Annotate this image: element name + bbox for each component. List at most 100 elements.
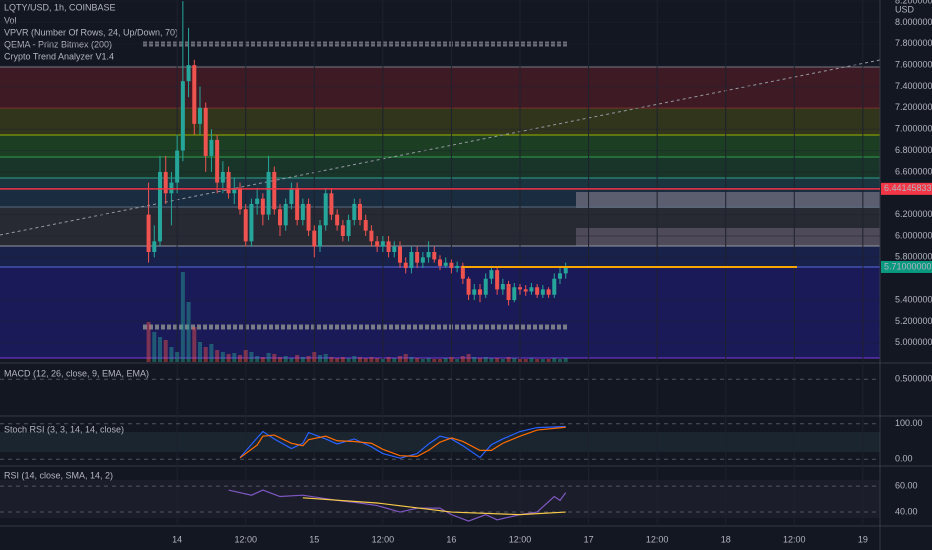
candle-body	[329, 193, 334, 215]
y-tick-label: 7.60000000	[895, 60, 932, 70]
candle-body	[460, 265, 465, 279]
volume-bar	[278, 357, 282, 362]
volume-bar	[255, 356, 260, 362]
candle-body	[352, 203, 357, 220]
y-tick-label: 5.20000000	[895, 316, 932, 326]
volume-bar	[226, 354, 231, 362]
candle-body	[226, 171, 231, 194]
volume-bar	[352, 356, 357, 362]
volume-bar	[175, 352, 180, 362]
candle-body	[432, 252, 437, 260]
volume-bar	[232, 353, 237, 362]
volume-bar	[198, 342, 202, 362]
volume-bar	[203, 347, 208, 362]
candle-body	[523, 289, 528, 292]
candle-body	[535, 287, 540, 295]
volume-bar	[552, 358, 557, 362]
y-tick-label: 5.80000000	[895, 252, 932, 262]
zone	[576, 228, 880, 246]
volume-bar	[152, 332, 157, 362]
volume-bar	[432, 359, 437, 362]
volume-bar	[449, 357, 454, 362]
volume-bar	[420, 359, 425, 362]
indicator-label: Stoch RSI (3, 3, 14, 14, close)	[4, 424, 124, 434]
x-tick-label: 12:00	[783, 534, 806, 544]
volume-bar	[335, 358, 340, 362]
indicator-line	[239, 425, 566, 459]
volume-bar	[403, 354, 408, 362]
candle-body	[266, 171, 271, 215]
volume-bar	[238, 355, 242, 362]
candle-body	[392, 246, 397, 253]
y-tick-label: 5.40000000	[895, 294, 932, 304]
candle-body	[272, 171, 277, 210]
volume-bar	[295, 355, 300, 362]
candle-body	[318, 225, 322, 247]
indicator-label: RSI (14, close, SMA, 14, 2)	[4, 470, 113, 480]
volume-bar	[318, 355, 322, 362]
axis-unit: USD	[895, 4, 915, 14]
candle-body	[483, 278, 488, 295]
y-tick-label: 7.40000000	[895, 81, 932, 91]
volume-bar	[500, 359, 505, 362]
candle-body	[415, 252, 420, 263]
volume-bar	[220, 352, 225, 362]
x-tick-label: 17	[584, 534, 594, 544]
candle-body	[295, 187, 300, 220]
candle-body	[146, 214, 151, 253]
volume-bar	[312, 352, 317, 362]
candle-body	[529, 287, 534, 292]
volume-bar	[489, 358, 494, 362]
x-tick-label: 12:00	[234, 534, 257, 544]
price-label: 6.44145833	[884, 183, 932, 193]
y-tick-label: 40.00	[895, 506, 918, 516]
chart-title: LQTY/USD, 1h, COINBASE	[4, 2, 116, 12]
candle-body	[283, 203, 288, 226]
indicator-label: MACD (12, 26, close, 9, EMA, EMA)	[4, 368, 149, 378]
volume-bar	[523, 359, 528, 362]
volume-bar	[340, 357, 345, 362]
price-label: 5.71000000	[884, 261, 932, 271]
candle-body	[346, 219, 351, 236]
volume-bar	[266, 353, 271, 362]
y-tick-label: 6.80000000	[895, 145, 932, 155]
volume-bar	[392, 358, 397, 362]
volume-bar	[369, 357, 374, 362]
volume-bar	[329, 357, 334, 362]
legend: LQTY/USD, 1h, COINBASE Vol VPVR (Number …	[4, 2, 915, 480]
y-tick-label: 7.80000000	[895, 38, 932, 48]
indicator-label: VPVR (Number Of Rows, 24, Up/Down, 70)	[4, 27, 178, 37]
x-tick-label: 12:00	[646, 534, 669, 544]
volume-bar	[180, 272, 185, 362]
candle-body	[552, 278, 557, 295]
volume-bar	[512, 358, 517, 362]
candle-body	[500, 284, 505, 290]
y-tick-label: 8.00000000	[895, 17, 932, 27]
candle-body	[563, 266, 568, 274]
volume-bar	[546, 359, 551, 362]
candle-body	[398, 246, 402, 263]
volume-bar	[323, 354, 328, 362]
volume-bar	[272, 354, 277, 362]
volume-bar	[455, 359, 460, 362]
price-badge	[881, 182, 932, 195]
x-tick-label: 14	[172, 534, 182, 544]
volume-bar	[426, 358, 431, 362]
y-tick-label: 0.50000000	[895, 374, 932, 384]
indicator-line	[239, 426, 566, 459]
candle-body	[249, 203, 254, 242]
volume-bar	[146, 322, 151, 362]
y-tick-label: 6.60000000	[895, 166, 932, 176]
zone	[0, 67, 880, 108]
y-tick-label: 8.20000000	[895, 0, 932, 5]
y-tick-label: 7.00000000	[895, 124, 932, 134]
volume-bar	[186, 302, 191, 362]
candle-body	[209, 139, 214, 156]
zone	[0, 108, 880, 135]
candle-body	[506, 284, 511, 301]
volume-bar	[529, 358, 534, 362]
candle-body	[426, 252, 431, 258]
volume-bar	[540, 359, 545, 362]
